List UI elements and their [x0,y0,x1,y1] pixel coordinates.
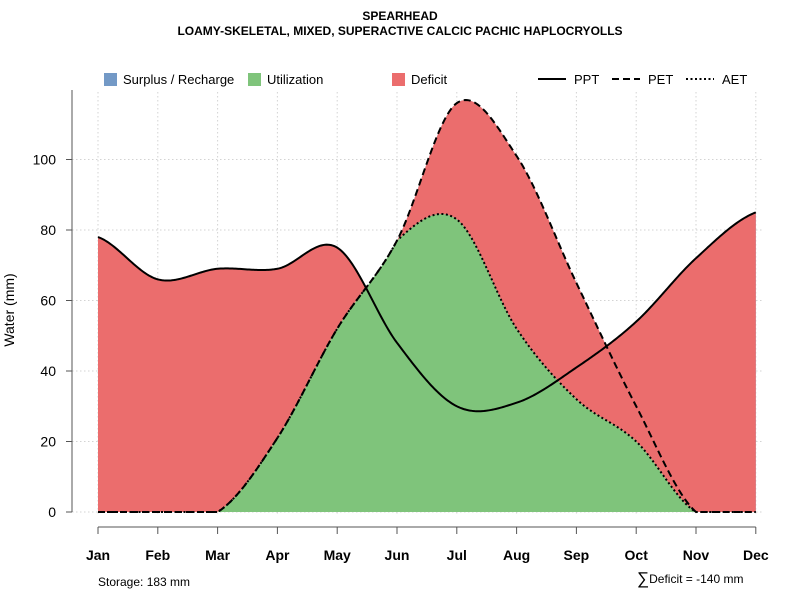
ppt-line [97,211,757,413]
x-tick-label-aug: Aug [503,547,530,563]
x-tick-label-oct: Oct [625,547,649,563]
x-tick-label-mar: Mar [205,547,230,563]
x-tick-label-feb: Feb [145,547,170,563]
deficit-area [98,100,756,512]
y-tick-label: 80 [40,222,56,238]
legend-label-surplus-recharge: Surplus / Recharge [123,72,234,87]
x-tick-label-may: May [324,547,351,563]
deficit-text: Deficit = -140 mm [649,572,744,586]
y-tick-label: 0 [48,504,56,520]
x-tick-label-jul: Jul [447,547,467,563]
x-tick-label-sep: Sep [564,547,590,563]
chart-subtitle: LOAMY-SKELETAL, MIXED, SUPERACTIVE CALCI… [177,24,623,38]
x-tick-label-jan: Jan [86,547,110,563]
legend-swatch-deficit [392,73,405,86]
sum-icon: ∑ [637,569,650,588]
legend-label-utilization: Utilization [267,72,323,87]
chart-title: SPEARHEAD [362,9,438,23]
legend-label-ppt: PPT [574,72,599,87]
y-axis-label: Water (mm) [1,273,17,346]
x-tick-label-dec: Dec [743,547,769,563]
legend-label-deficit: Deficit [411,72,448,87]
storage-annotation: Storage: 183 mm [98,575,191,589]
legend-swatch-utilization [248,73,261,86]
aet-line [98,212,756,513]
y-tick-label: 40 [40,363,56,379]
x-tick-label-nov: Nov [683,547,710,563]
y-tick-label: 60 [40,293,56,309]
pet-line [98,99,756,513]
legend-swatch-surplus-recharge [104,73,117,86]
legend-label-pet: PET [648,72,673,87]
y-tick-label: 100 [33,152,57,168]
x-tick-label-apr: Apr [265,547,290,563]
x-tick-label-jun: Jun [385,547,410,563]
deficit-annotation: ∑Deficit = -140 mm [637,569,743,589]
utilization-area [98,213,756,512]
y-tick-label: 20 [40,434,56,450]
legend-label-aet: AET [722,72,747,87]
